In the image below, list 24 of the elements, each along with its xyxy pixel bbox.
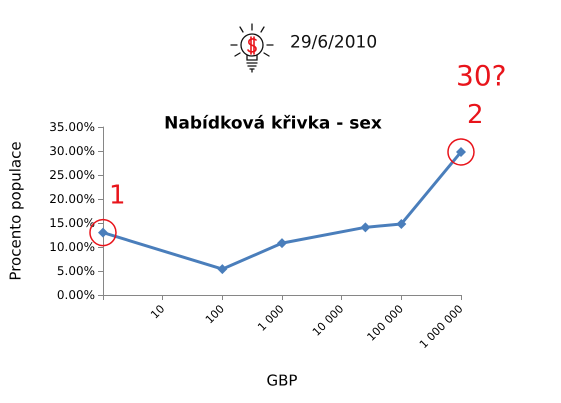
x-tick-label: 10 000: [310, 302, 346, 339]
x-tick-label: 100 000: [364, 302, 406, 344]
y-tick-label: 25.00%: [49, 168, 95, 182]
y-tick-label: 35.00%: [49, 120, 95, 134]
y-tick-label: 20.00%: [49, 192, 95, 206]
annotation: 2: [467, 100, 484, 130]
point: [396, 218, 406, 229]
annotation: 1: [109, 180, 126, 211]
text: 29/6/2010: [290, 32, 378, 52]
x-tick-label: 100: [202, 302, 227, 326]
x-axis-title: GBP: [266, 372, 298, 390]
y-tick-label: 10.00%: [49, 240, 95, 254]
y-tick-label: 15.00%: [49, 216, 95, 230]
y-tick-label: 30.00%: [49, 144, 95, 158]
y-tick-label: 5.00%: [56, 264, 95, 278]
point: [277, 238, 287, 248]
y-axis-title: Procento populace: [6, 141, 24, 281]
x-tick-label: 1 000: [255, 302, 287, 334]
chart-title: Nabídková křivka - sex: [164, 114, 382, 134]
x-tick-label: 10: [148, 302, 168, 322]
point: [217, 264, 228, 274]
x-tick-label: 1 000 000: [416, 302, 466, 352]
y-tick-label: 0.00%: [56, 288, 95, 302]
text: 30?: [456, 60, 506, 92]
